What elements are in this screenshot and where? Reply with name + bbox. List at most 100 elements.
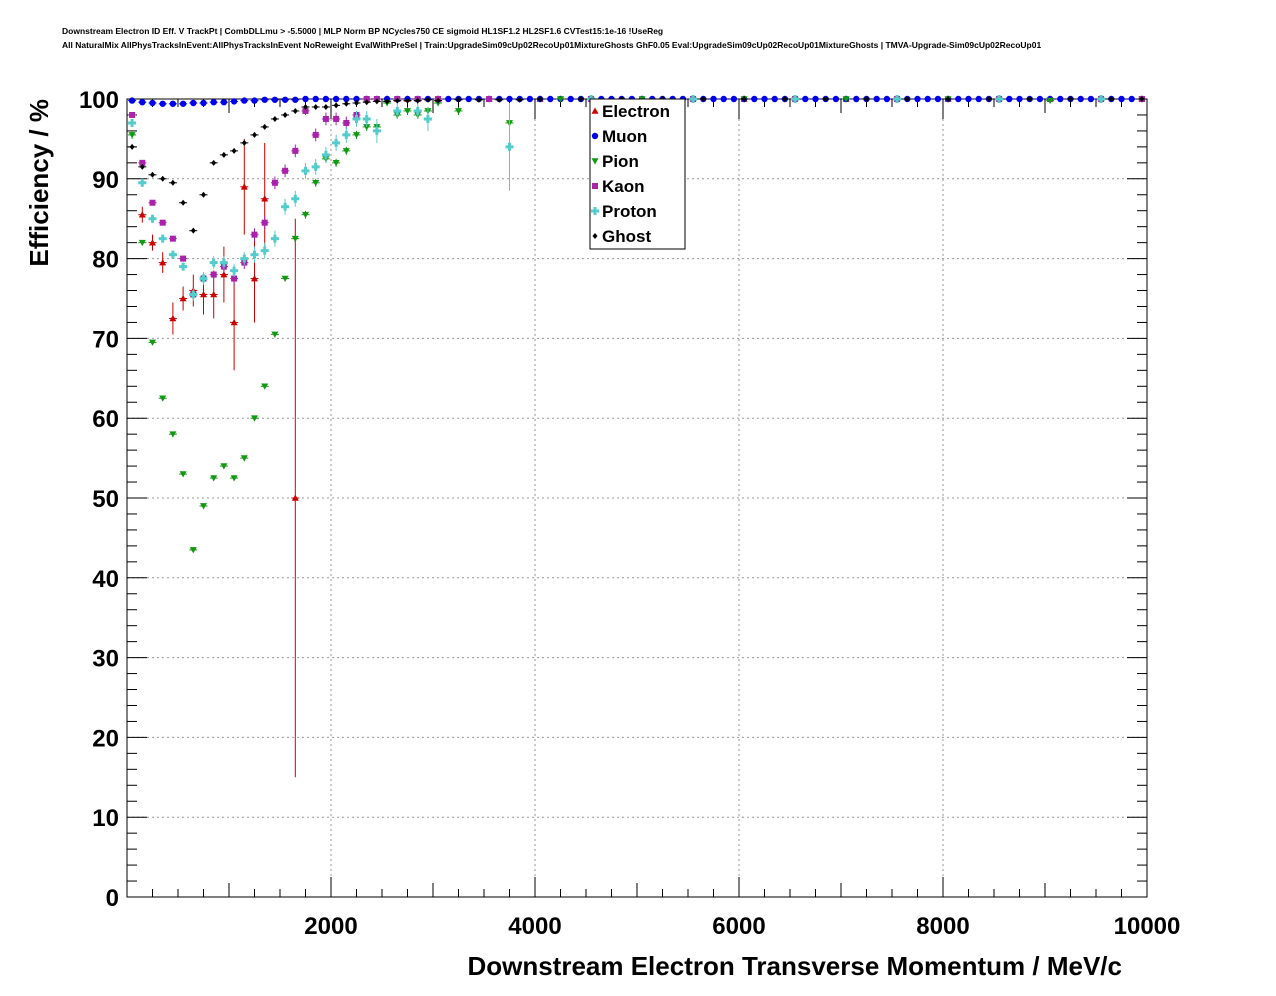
data-point xyxy=(313,103,319,110)
data-point xyxy=(384,98,390,105)
data-point xyxy=(914,95,921,103)
data-point xyxy=(149,339,156,346)
data-point xyxy=(333,102,339,109)
legend-box xyxy=(589,98,686,250)
data-point xyxy=(231,275,238,282)
data-point xyxy=(343,95,350,103)
legend-marker-proton xyxy=(591,207,599,215)
data-point xyxy=(301,166,310,175)
data-point xyxy=(741,96,747,102)
data-point xyxy=(302,107,309,114)
data-point xyxy=(271,179,278,186)
data-point xyxy=(405,97,410,104)
legend-marker-ghost xyxy=(592,233,598,239)
data-point xyxy=(567,95,574,103)
data-point xyxy=(853,95,860,103)
data-point xyxy=(343,119,350,126)
data-point xyxy=(456,96,461,103)
data-point xyxy=(506,95,513,103)
data-point xyxy=(312,179,320,187)
data-point xyxy=(282,167,289,174)
data-point xyxy=(782,96,788,102)
data-point xyxy=(791,95,800,103)
legend-label-pion: Pion xyxy=(602,152,639,171)
data-point xyxy=(231,147,237,154)
data-point xyxy=(332,95,340,103)
data-point xyxy=(312,131,319,138)
data-point xyxy=(271,96,279,103)
data-point xyxy=(425,96,431,103)
data-point xyxy=(332,138,341,147)
legend-label-proton: Proton xyxy=(602,202,657,221)
data-point xyxy=(1006,95,1013,103)
data-point xyxy=(148,214,157,223)
data-point xyxy=(261,383,269,390)
data-point xyxy=(169,235,176,242)
data-point xyxy=(842,96,850,103)
y-tick-label: 90 xyxy=(92,167,119,194)
data-point xyxy=(189,290,198,299)
chart-title-line-1: Downstream Electron ID Eff. V TrackPt | … xyxy=(62,26,664,36)
data-point xyxy=(323,103,329,110)
data-point xyxy=(211,159,217,166)
data-point xyxy=(169,314,177,322)
data-point xyxy=(210,271,217,278)
data-point xyxy=(761,95,768,103)
data-point xyxy=(1108,96,1114,102)
data-point xyxy=(262,123,268,130)
data-point xyxy=(180,255,187,262)
data-point xyxy=(517,96,523,103)
data-point xyxy=(292,147,299,154)
data-point xyxy=(363,96,370,102)
data-point xyxy=(332,160,340,167)
data-point xyxy=(219,258,228,267)
data-point xyxy=(200,99,207,107)
data-point xyxy=(465,95,472,103)
data-point xyxy=(311,162,320,171)
data-point xyxy=(578,96,584,102)
data-point xyxy=(251,415,258,422)
data-point xyxy=(965,95,972,103)
y-tick-label: 80 xyxy=(92,247,119,274)
data-point xyxy=(771,95,778,103)
data-point xyxy=(241,139,247,146)
data-point xyxy=(302,95,309,103)
data-point xyxy=(823,96,829,102)
data-point xyxy=(354,99,359,106)
data-point xyxy=(128,97,136,104)
data-point xyxy=(251,231,258,238)
data-point xyxy=(1128,95,1135,103)
data-point xyxy=(486,96,493,102)
data-point xyxy=(934,95,942,103)
data-point xyxy=(139,163,145,170)
data-point xyxy=(364,99,370,106)
data-point xyxy=(139,98,146,106)
x-tick-label: 2000 xyxy=(304,913,357,940)
data-point xyxy=(128,132,136,139)
data-point xyxy=(230,98,238,105)
data-point xyxy=(322,95,330,103)
data-point xyxy=(129,111,136,118)
y-tick-label: 100 xyxy=(79,87,119,114)
data-point xyxy=(149,239,156,246)
data-point xyxy=(281,275,289,283)
data-point xyxy=(169,431,177,438)
data-point xyxy=(292,107,298,114)
data-point xyxy=(893,95,902,103)
data-point xyxy=(221,151,227,158)
data-point xyxy=(802,95,809,103)
series-proton xyxy=(128,95,1106,301)
data-point xyxy=(179,262,188,271)
data-point xyxy=(220,271,228,278)
legend-label-ghost: Ghost xyxy=(602,227,651,246)
data-point xyxy=(189,547,197,554)
data-point xyxy=(220,463,228,470)
data-point xyxy=(230,266,239,275)
data-point xyxy=(261,219,268,226)
data-point xyxy=(272,115,278,122)
data-point xyxy=(945,96,951,102)
data-point xyxy=(303,103,308,110)
data-point xyxy=(1057,95,1064,103)
data-point xyxy=(180,199,186,206)
data-point xyxy=(496,96,502,103)
